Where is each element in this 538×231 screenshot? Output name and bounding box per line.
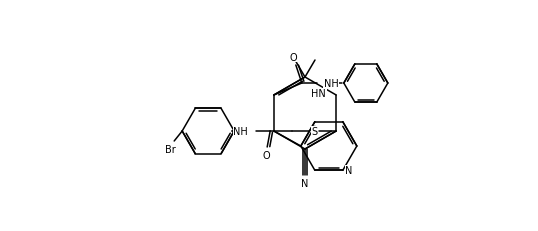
Text: N: N [301, 178, 309, 188]
Text: S: S [311, 126, 317, 137]
Text: O: O [289, 53, 296, 63]
Text: NH: NH [233, 126, 248, 137]
Text: O: O [263, 150, 270, 160]
Text: NH: NH [324, 79, 338, 89]
Text: Br: Br [165, 144, 175, 154]
Text: HN: HN [312, 89, 326, 99]
Text: N: N [345, 166, 352, 176]
